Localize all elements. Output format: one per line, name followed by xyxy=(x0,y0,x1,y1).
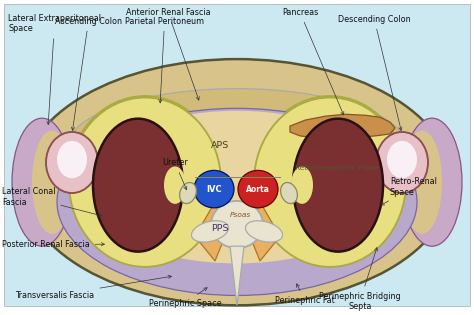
Ellipse shape xyxy=(22,59,452,305)
Text: Perinephric Space: Perinephric Space xyxy=(149,288,221,308)
Text: Lateral Extraperitoneal
Space: Lateral Extraperitoneal Space xyxy=(8,14,101,124)
Ellipse shape xyxy=(402,118,462,246)
Ellipse shape xyxy=(67,89,407,207)
Ellipse shape xyxy=(254,98,406,267)
Text: Anterior Renal Fascia: Anterior Renal Fascia xyxy=(126,8,210,100)
Polygon shape xyxy=(195,202,225,261)
Text: Posterior Renal Fascia: Posterior Renal Fascia xyxy=(2,240,104,249)
Ellipse shape xyxy=(191,221,228,242)
Text: Descending Colon: Descending Colon xyxy=(338,14,410,130)
Text: Transversalis Fascia: Transversalis Fascia xyxy=(16,275,172,300)
Ellipse shape xyxy=(211,201,263,248)
Polygon shape xyxy=(290,114,395,139)
Text: Aorta: Aorta xyxy=(246,185,270,194)
Ellipse shape xyxy=(376,132,428,193)
Ellipse shape xyxy=(12,118,72,246)
Ellipse shape xyxy=(253,96,408,268)
Polygon shape xyxy=(230,246,244,305)
Ellipse shape xyxy=(194,170,234,208)
Ellipse shape xyxy=(387,141,417,178)
Text: Pancreas: Pancreas xyxy=(282,8,344,115)
Text: Retro-Renal
Space: Retro-Renal Space xyxy=(381,177,437,205)
Ellipse shape xyxy=(238,170,278,208)
Text: Parietal Peritoneum: Parietal Peritoneum xyxy=(125,17,204,103)
Ellipse shape xyxy=(46,132,98,193)
Ellipse shape xyxy=(291,166,313,204)
Ellipse shape xyxy=(281,182,297,203)
Ellipse shape xyxy=(402,130,442,234)
Ellipse shape xyxy=(293,119,383,252)
Ellipse shape xyxy=(180,182,196,203)
Ellipse shape xyxy=(57,141,87,178)
Ellipse shape xyxy=(67,96,222,268)
Text: Perinephric Fat: Perinephric Fat xyxy=(275,284,335,305)
Ellipse shape xyxy=(246,221,283,242)
Polygon shape xyxy=(250,202,280,261)
Text: Ureter: Ureter xyxy=(162,158,188,190)
Text: APS: APS xyxy=(211,141,229,150)
Ellipse shape xyxy=(32,130,72,234)
Ellipse shape xyxy=(69,98,221,267)
Text: PPS: PPS xyxy=(211,224,229,233)
Text: Perinephric Bridging
Septa: Perinephric Bridging Septa xyxy=(319,248,401,311)
Text: Lateral Conal
Fascia: Lateral Conal Fascia xyxy=(2,187,101,216)
Text: IVC: IVC xyxy=(206,185,222,194)
Text: Psoas: Psoas xyxy=(229,212,251,218)
Ellipse shape xyxy=(57,108,417,295)
Ellipse shape xyxy=(93,119,183,252)
Text: Ascending Colon: Ascending Colon xyxy=(55,17,122,130)
Ellipse shape xyxy=(164,166,186,204)
Text: Retromesenteric Plane: Retromesenteric Plane xyxy=(295,165,378,171)
Ellipse shape xyxy=(82,111,392,263)
